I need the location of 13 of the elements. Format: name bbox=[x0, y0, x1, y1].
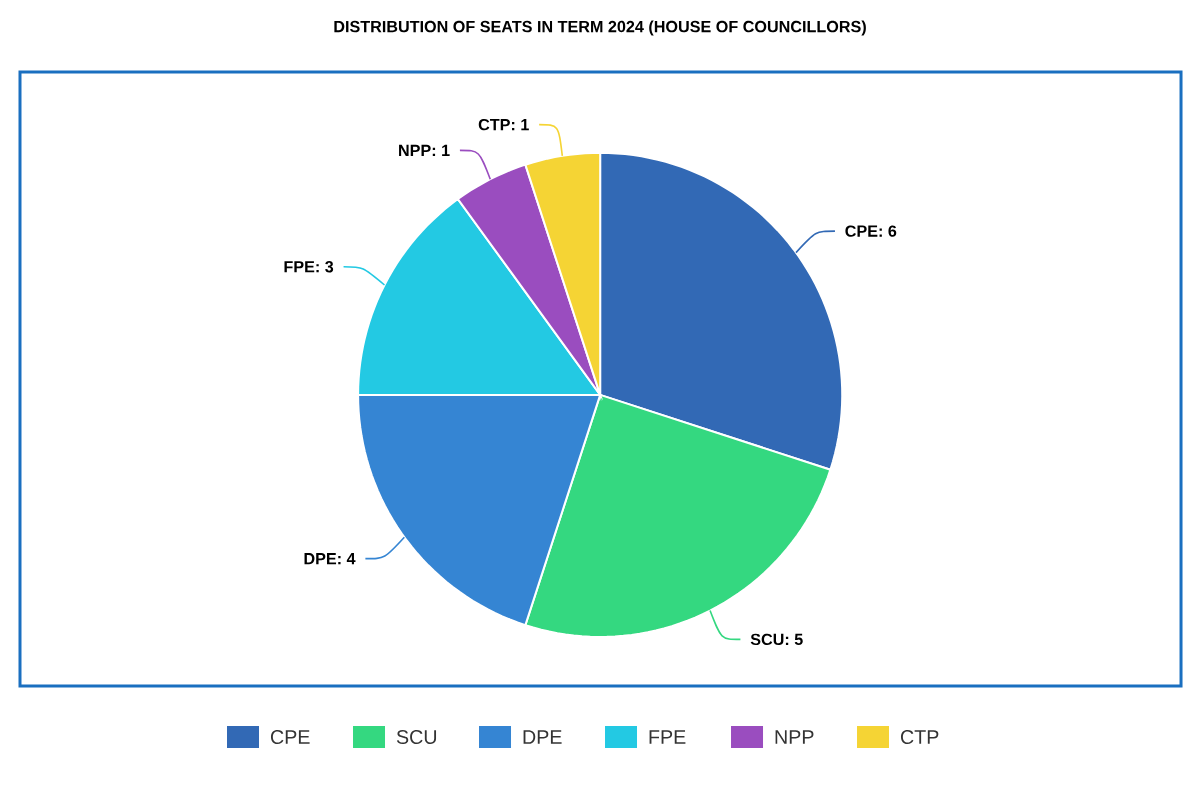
data-label: CTP: 1 bbox=[478, 118, 529, 131]
data-label: FPE: 3 bbox=[284, 261, 334, 273]
legend-label: SCU bbox=[396, 730, 437, 744]
legend-label: CPE bbox=[270, 730, 310, 744]
legend-label: DPE bbox=[523, 730, 562, 744]
data-label: NPP: 1 bbox=[399, 144, 450, 156]
legend-label: CTP bbox=[900, 730, 939, 744]
legend-label: FPE bbox=[649, 730, 686, 744]
data-label: SCU: 5 bbox=[750, 633, 803, 646]
legend-label: NPP bbox=[775, 730, 814, 744]
data-label: CPE: 6 bbox=[845, 225, 897, 237]
chart-title: DISTRIBUTION OF SEATS IN TERM 2024 (HOUSE OF COUNCILLORS) bbox=[334, 20, 866, 36]
data-label: DPE: 4 bbox=[304, 553, 356, 565]
